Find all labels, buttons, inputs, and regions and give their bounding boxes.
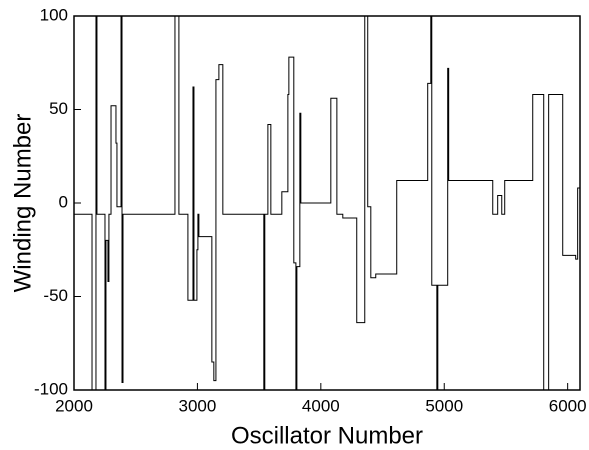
x-tick-label: 2000 xyxy=(55,396,93,415)
y-tick-label: 50 xyxy=(49,99,68,118)
data-line xyxy=(74,16,580,390)
x-axis-label: Oscillator Number xyxy=(231,422,423,449)
plot-frame xyxy=(73,15,581,391)
y-tick-label: 100 xyxy=(40,5,68,24)
y-axis-label: Winding Number xyxy=(9,114,36,293)
y-tick-label: -50 xyxy=(43,286,68,305)
x-tick-label: 6000 xyxy=(549,396,587,415)
y-tick-label: 0 xyxy=(59,192,68,211)
x-tick-label: 5000 xyxy=(425,396,463,415)
x-tick-label: 3000 xyxy=(179,396,217,415)
y-tick-label: -100 xyxy=(34,379,68,398)
x-tick-label: 4000 xyxy=(302,396,340,415)
